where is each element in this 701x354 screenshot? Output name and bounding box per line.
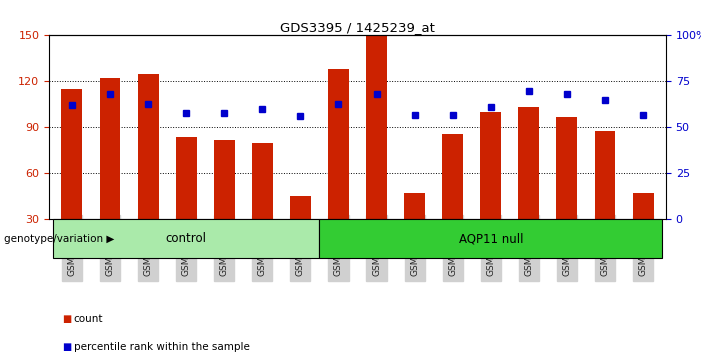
Title: GDS3395 / 1425239_at: GDS3395 / 1425239_at: [280, 21, 435, 34]
Bar: [328, 69, 349, 219]
Bar: [557, 117, 578, 219]
Text: AQP11 null: AQP11 null: [458, 233, 523, 245]
Bar: [290, 196, 311, 219]
Bar: [252, 143, 273, 219]
Bar: [519, 108, 539, 219]
Text: count: count: [74, 314, 103, 324]
Bar: [632, 193, 653, 219]
Text: percentile rank within the sample: percentile rank within the sample: [74, 342, 250, 352]
Bar: [214, 140, 235, 219]
Bar: [176, 137, 196, 219]
Text: ■: ■: [63, 342, 76, 352]
Bar: [100, 78, 121, 219]
Text: ■: ■: [63, 314, 76, 324]
Bar: [137, 74, 158, 219]
Bar: [404, 193, 425, 219]
Bar: [62, 89, 83, 219]
Bar: [480, 112, 501, 219]
Bar: [320, 219, 662, 258]
Text: control: control: [165, 233, 207, 245]
Bar: [53, 219, 320, 258]
Bar: [442, 133, 463, 219]
Bar: [594, 131, 615, 219]
Bar: [366, 35, 387, 219]
Text: genotype/variation ▶: genotype/variation ▶: [4, 234, 114, 244]
